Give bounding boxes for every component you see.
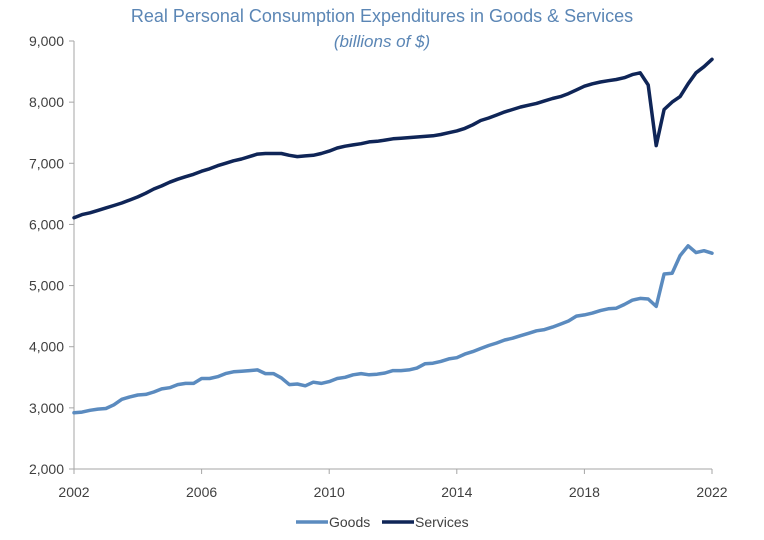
x-tick-label: 2006 [186, 484, 217, 500]
chart-title: Real Personal Consumption Expenditures i… [130, 6, 634, 26]
y-tick-label: 7,000 [29, 155, 64, 171]
x-tick-label: 2022 [696, 484, 727, 500]
chart-subtitle: (billions of $) [333, 32, 431, 51]
x-tick-label: 2010 [314, 484, 345, 500]
x-tick-label: 2002 [58, 484, 89, 500]
y-tick-label: 3,000 [29, 400, 64, 416]
legend-label-goods: Goods [329, 514, 370, 530]
y-tick-label: 6,000 [29, 216, 64, 232]
y-tick-label: 8,000 [29, 94, 64, 110]
y-tick-label: 4,000 [29, 339, 64, 355]
series-line-goods [72, 244, 714, 415]
y-tick-label: 5,000 [29, 278, 64, 294]
x-tick-label: 2014 [441, 484, 472, 500]
legend-label-services: Services [415, 514, 469, 530]
y-tick-label: 9,000 [29, 33, 64, 49]
y-tick-label: 2,000 [29, 461, 64, 477]
series-line-services [72, 57, 714, 220]
x-tick-label: 2018 [569, 484, 600, 500]
